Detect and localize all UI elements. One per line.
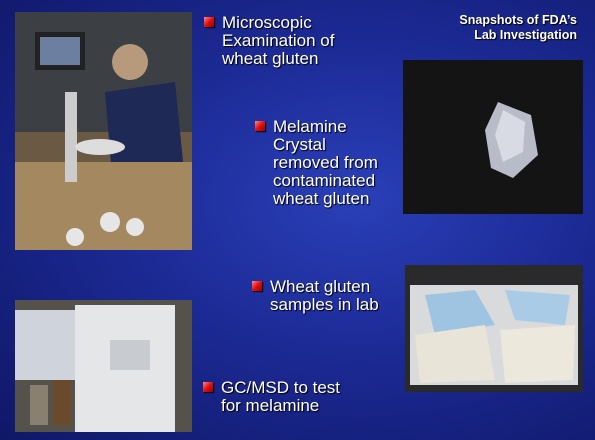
photo-crystal bbox=[403, 60, 583, 214]
bullet-line: Microscopic bbox=[222, 14, 334, 32]
slide: Snapshots of FDA’sLab Investigation Micr… bbox=[0, 0, 595, 440]
title-line: Lab Investigation bbox=[459, 28, 577, 43]
bullet-line: wheat gluten bbox=[222, 50, 334, 68]
bullet-line: Wheat gluten bbox=[270, 278, 379, 296]
bullet-marker bbox=[204, 17, 214, 27]
bullet-marker bbox=[255, 121, 265, 131]
bullet-line: Melamine bbox=[273, 118, 378, 136]
bullet-line: Examination of bbox=[222, 32, 334, 50]
bullet-line: contaminated bbox=[273, 172, 378, 190]
bullet-line: wheat gluten bbox=[273, 190, 378, 208]
bullet-line: GC/MSD to test bbox=[221, 379, 340, 397]
bullet-line: removed from bbox=[273, 154, 378, 172]
bullet-line: Crystal bbox=[273, 136, 378, 154]
bullet-marker bbox=[203, 382, 213, 392]
photo-microscope bbox=[15, 12, 192, 250]
photo-gcmsd bbox=[15, 300, 192, 432]
photo-samples bbox=[405, 265, 583, 392]
title-line: Snapshots of FDA’s bbox=[459, 13, 577, 28]
bullet-line: for melamine bbox=[221, 397, 340, 415]
bullet-line: samples in lab bbox=[270, 296, 379, 314]
bullet-marker bbox=[252, 281, 262, 291]
